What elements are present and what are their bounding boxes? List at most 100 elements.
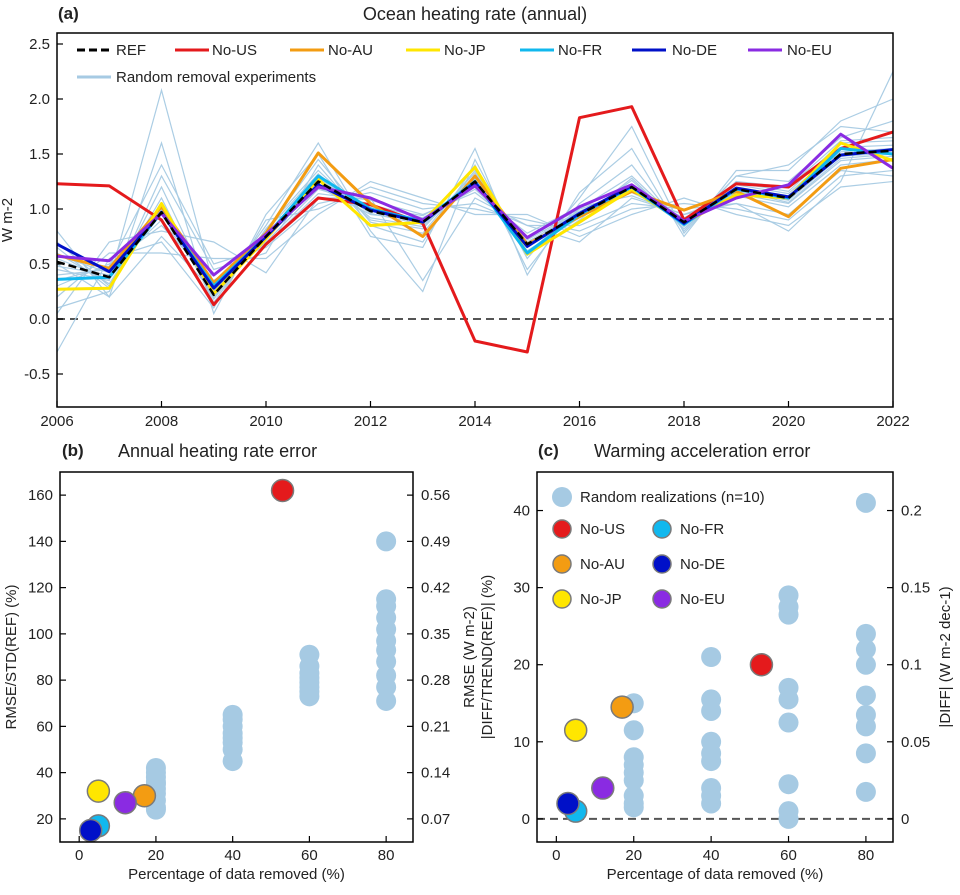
random-realization-point <box>222 704 243 725</box>
legend-label-no-eu: No-EU <box>787 42 832 59</box>
random-realization-point <box>778 808 799 829</box>
random-realization-point <box>855 781 876 802</box>
y-tick-label: 30 <box>513 580 530 597</box>
y-tick-label: 60 <box>36 718 53 735</box>
panel-label: (a) <box>58 4 79 23</box>
x-tick-label: 80 <box>378 847 395 864</box>
random-realization-point <box>376 589 397 610</box>
y-tick-label: 2.0 <box>29 91 50 108</box>
y-tick-label: -0.5 <box>24 366 50 383</box>
chart-title: Warming acceleration error <box>594 441 810 461</box>
experiment-point-no-eu <box>591 776 615 800</box>
y-tick-label: 20 <box>36 811 53 828</box>
x-tick-label: 2020 <box>772 413 805 430</box>
legend-marker-no-us <box>552 519 572 539</box>
experiment-point-no-jp <box>563 718 588 742</box>
legend-label-no-fr: No-FR <box>680 521 724 538</box>
y-tick-label: 1.0 <box>29 201 50 218</box>
chart-title: Ocean heating rate (annual) <box>363 4 587 24</box>
y2-tick-label: 0.15 <box>901 580 930 597</box>
panel-c-legend <box>552 487 672 609</box>
experiment-point-no-eu <box>113 790 137 815</box>
legend-marker-no-au <box>552 554 572 574</box>
random-realization-point <box>855 654 876 675</box>
y2-tick-label: 0.49 <box>421 533 450 550</box>
random-realization-point <box>778 689 799 710</box>
random-realization-point <box>855 492 876 513</box>
y2-tick-label: 0.1 <box>901 657 922 674</box>
random-realization-point <box>701 647 722 667</box>
x-axis-label: Percentage of data removed (%) <box>607 866 824 883</box>
experiment-point-no-de <box>78 818 103 843</box>
y-tick-label: 0 <box>522 811 530 828</box>
legend-label-no-jp: No-JP <box>580 591 622 608</box>
y2-axis-label: |DIFF| (W m-2 dec-1) <box>937 586 954 727</box>
legend-marker-no-fr <box>652 519 672 539</box>
x-tick-label: 60 <box>301 847 318 864</box>
panel-c-frame <box>536 471 894 843</box>
x-tick-label: 80 <box>858 847 875 864</box>
x-tick-label: 2018 <box>667 413 700 430</box>
random-realization-point <box>778 712 799 733</box>
legend-label-no-eu: No-EU <box>680 591 725 608</box>
y-tick-label: 10 <box>513 734 530 751</box>
y-axis-label: RMSE/STD(REF) (%) <box>3 585 20 730</box>
legend-label-no-au: No-AU <box>328 42 373 59</box>
y2-axis-label: RMSE (W m-2) <box>461 606 478 708</box>
random-realization-point <box>145 758 166 778</box>
legend-marker-no-jp <box>552 589 572 609</box>
legend-label-no-jp: No-JP <box>444 42 486 59</box>
y2-tick-label: 0.56 <box>421 487 450 504</box>
panel-b <box>59 471 414 843</box>
panel-c <box>536 471 894 843</box>
y-tick-label: 20 <box>513 657 530 674</box>
experiment-point-no-jp <box>86 779 111 803</box>
experiment-point-no-de <box>556 791 580 816</box>
series-line-no-au <box>56 151 894 285</box>
random-realization-point <box>299 644 320 665</box>
x-tick-label: 0 <box>75 847 83 864</box>
y-tick-label: 0.0 <box>29 311 50 328</box>
legend-label-no-au: No-AU <box>580 556 625 573</box>
legend-marker-no-eu <box>652 589 672 609</box>
random-realization-point <box>376 690 397 711</box>
legend-label-ref: REF <box>116 42 146 59</box>
y-tick-label: 40 <box>513 503 530 520</box>
y-axis-label: W m-2 <box>0 198 16 242</box>
y2-tick-label: 0.35 <box>421 626 450 643</box>
x-tick-label: 2006 <box>40 413 73 430</box>
y-tick-label: 100 <box>28 626 53 643</box>
x-tick-label: 2012 <box>354 413 387 430</box>
random-realization-point <box>623 720 644 741</box>
random-realization-point <box>701 700 722 721</box>
legend-marker-random <box>552 487 572 507</box>
legend-label-random: Random realizations (n=10) <box>580 489 765 506</box>
chart-title: Annual heating rate error <box>118 441 317 461</box>
y2-tick-label: 0.42 <box>421 580 450 597</box>
legend-label-no-us: No-US <box>580 521 625 538</box>
legend-label-random: Random removal experiments <box>116 69 316 86</box>
random-realization-point <box>855 716 876 737</box>
random-removal-line <box>56 71 894 314</box>
y-tick-label: 160 <box>28 487 53 504</box>
y2-tick-label: 0.28 <box>421 672 450 689</box>
x-tick-label: 2016 <box>563 413 596 430</box>
y2-tick-label: 0.2 <box>901 503 922 520</box>
legend-label-no-fr: No-FR <box>558 42 602 59</box>
series-line-no-eu <box>56 132 894 277</box>
random-realization-point <box>623 797 644 818</box>
random-realization-point <box>623 770 644 791</box>
x-tick-label: 0 <box>552 847 560 864</box>
x-tick-label: 40 <box>703 847 720 864</box>
y-tick-label: 40 <box>36 765 53 782</box>
x-tick-label: 20 <box>148 847 165 864</box>
random-realization-point <box>701 751 722 772</box>
experiment-point-no-us <box>749 652 774 677</box>
legend-label-no-us: No-US <box>212 42 257 59</box>
random-realization-point <box>778 774 799 795</box>
panel-b-frame <box>59 471 414 843</box>
panel-a <box>56 32 894 408</box>
legend-label-no-de: No-DE <box>680 556 725 573</box>
y-tick-label: 120 <box>28 580 53 597</box>
